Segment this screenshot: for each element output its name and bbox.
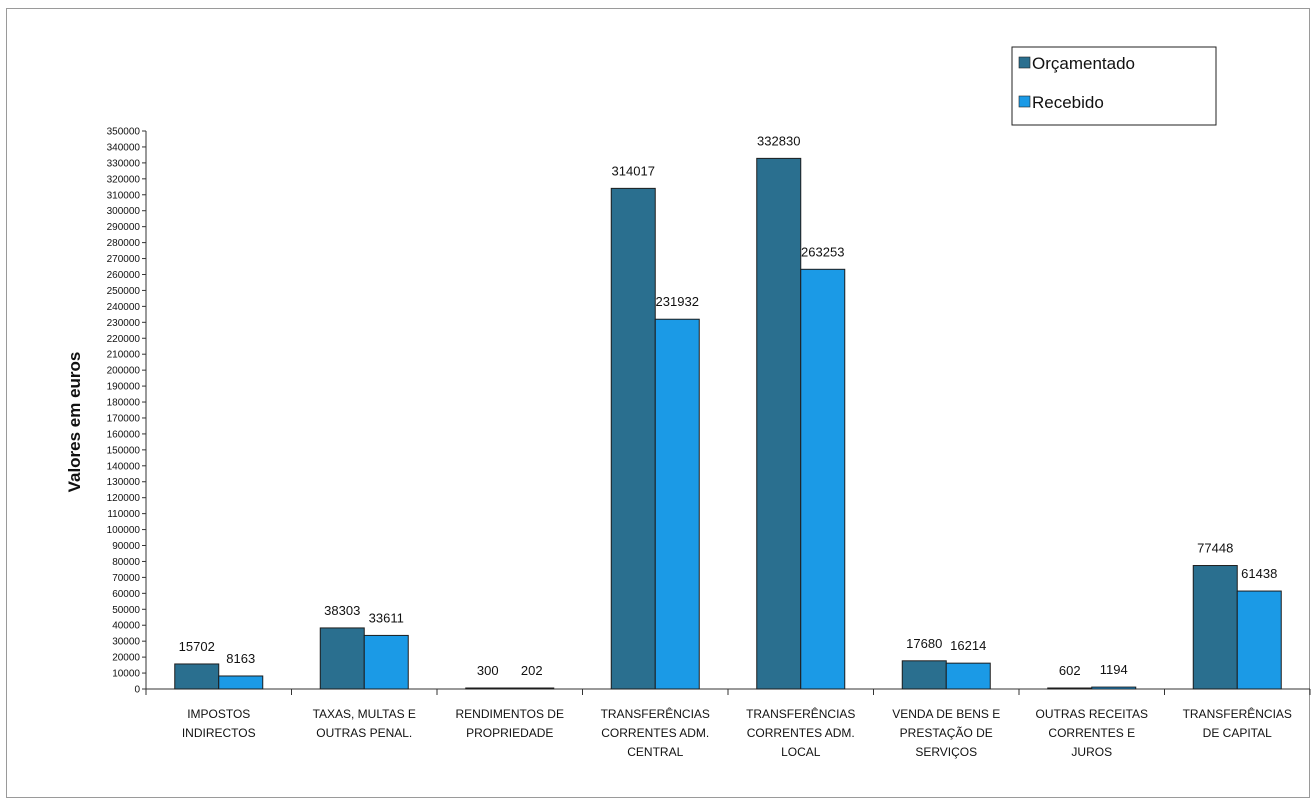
data-label: 17680 bbox=[906, 636, 942, 651]
bar-recebido bbox=[800, 268, 846, 690]
data-label: 15702 bbox=[179, 639, 215, 654]
data-label: 263253 bbox=[801, 244, 844, 259]
y-tick-label: 100000 bbox=[107, 525, 141, 536]
category-label: PRESTAÇÃO DE bbox=[900, 726, 993, 740]
bar-orcamentado bbox=[756, 157, 802, 690]
bar-orcamentado bbox=[901, 660, 947, 690]
bar-recebido bbox=[654, 318, 700, 690]
category-label: LOCAL bbox=[781, 745, 821, 759]
y-tick-label: 180000 bbox=[107, 398, 141, 409]
y-tick-label: 260000 bbox=[107, 270, 141, 281]
bar-orcamentado bbox=[1192, 565, 1238, 690]
legend: Orçamentado Recebido bbox=[1011, 46, 1217, 126]
category-label: OUTRAS PENAL. bbox=[316, 726, 412, 740]
y-tick-label: 110000 bbox=[107, 509, 140, 520]
y-tick-label: 210000 bbox=[107, 350, 141, 361]
legend-swatch-orcamentado bbox=[1018, 56, 1031, 69]
y-tick-label: 150000 bbox=[107, 445, 141, 456]
category-label: OUTRAS RECEITAS bbox=[1036, 707, 1148, 721]
y-tick-label: 350000 bbox=[107, 127, 141, 138]
bar-orcamentado bbox=[610, 187, 656, 690]
category-label: TAXAS, MULTAS E bbox=[313, 707, 416, 721]
category-label: IMPOSTOS bbox=[187, 707, 250, 721]
y-axis-label: Valores em euros bbox=[65, 352, 84, 493]
y-tick-label: 80000 bbox=[112, 557, 140, 568]
category-label: CENTRAL bbox=[627, 745, 683, 759]
bar-recebido bbox=[1091, 686, 1137, 690]
legend-label-orcamentado: Orçamentado bbox=[1032, 54, 1135, 73]
y-tick-label: 190000 bbox=[107, 382, 141, 393]
bar-orcamentado bbox=[174, 663, 220, 690]
data-label: 77448 bbox=[1197, 541, 1233, 556]
data-label: 16214 bbox=[950, 638, 986, 653]
data-label: 300 bbox=[477, 663, 499, 678]
bar-recebido bbox=[509, 687, 555, 690]
category-label: JUROS bbox=[1071, 745, 1112, 759]
category-label: SERVIÇOS bbox=[915, 745, 977, 759]
legend-swatch-recebido bbox=[1018, 95, 1031, 108]
bar-recebido bbox=[1236, 590, 1282, 690]
data-label: 61438 bbox=[1241, 566, 1277, 581]
y-tick-label: 280000 bbox=[107, 238, 141, 249]
y-tick-label: 270000 bbox=[107, 254, 141, 265]
y-tick-label: 230000 bbox=[107, 318, 141, 329]
bar-recebido bbox=[218, 675, 264, 690]
y-tick-label: 30000 bbox=[112, 637, 140, 648]
y-tick-label: 10000 bbox=[112, 669, 140, 680]
y-tick-label: 170000 bbox=[107, 413, 141, 424]
chart-frame bbox=[6, 8, 1310, 798]
bar-recebido bbox=[363, 634, 409, 690]
y-tick-label: 160000 bbox=[107, 429, 141, 440]
data-label: 602 bbox=[1059, 663, 1081, 678]
category-label: RENDIMENTOS DE bbox=[456, 707, 564, 721]
y-tick-label: 330000 bbox=[107, 158, 141, 169]
y-tick-label: 120000 bbox=[107, 493, 141, 504]
data-label: 1194 bbox=[1100, 662, 1128, 677]
category-label: DE CAPITAL bbox=[1203, 726, 1272, 740]
bar-orcamentado bbox=[319, 627, 365, 690]
y-tick-label: 340000 bbox=[107, 142, 141, 153]
y-tick-label: 50000 bbox=[112, 605, 140, 616]
category-label: PROPRIEDADE bbox=[466, 726, 553, 740]
y-tick-label: 240000 bbox=[107, 302, 141, 313]
y-tick-label: 320000 bbox=[107, 174, 141, 185]
y-tick-label: 60000 bbox=[112, 589, 140, 600]
y-tick-label: 250000 bbox=[107, 286, 141, 297]
legend-label-recebido: Recebido bbox=[1032, 93, 1104, 112]
category-label: CORRENTES E bbox=[1048, 726, 1135, 740]
category-label: VENDA DE BENS E bbox=[892, 707, 1000, 721]
y-tick-label: 40000 bbox=[112, 621, 140, 632]
category-label: TRANSFERÊNCIAS bbox=[746, 706, 855, 721]
data-label: 202 bbox=[521, 663, 543, 678]
data-label: 8163 bbox=[226, 651, 255, 666]
category-label: TRANSFERÊNCIAS bbox=[1183, 706, 1292, 721]
y-tick-label: 0 bbox=[134, 685, 140, 696]
data-label: 314017 bbox=[612, 163, 655, 178]
category-label: CORRENTES ADM. bbox=[601, 726, 709, 740]
y-tick-label: 290000 bbox=[107, 222, 141, 233]
bar-orcamentado bbox=[1047, 687, 1093, 690]
y-tick-label: 300000 bbox=[107, 206, 141, 217]
y-tick-label: 140000 bbox=[107, 461, 141, 472]
category-label: TRANSFERÊNCIAS bbox=[601, 706, 710, 721]
y-tick-label: 20000 bbox=[112, 653, 140, 664]
bar-orcamentado bbox=[465, 687, 511, 690]
y-tick-label: 310000 bbox=[107, 190, 141, 201]
y-tick-label: 200000 bbox=[107, 366, 141, 377]
y-tick-label: 70000 bbox=[112, 573, 140, 584]
data-label: 332830 bbox=[757, 133, 800, 148]
category-label: CORRENTES ADM. bbox=[747, 726, 855, 740]
category-label: INDIRECTOS bbox=[182, 726, 256, 740]
data-label: 33611 bbox=[369, 610, 404, 625]
bar-recebido bbox=[945, 662, 991, 690]
data-label: 231932 bbox=[656, 294, 699, 309]
y-tick-label: 220000 bbox=[107, 334, 141, 345]
y-tick-label: 130000 bbox=[107, 477, 141, 488]
data-label: 38303 bbox=[324, 603, 360, 618]
y-tick-label: 90000 bbox=[112, 541, 140, 552]
